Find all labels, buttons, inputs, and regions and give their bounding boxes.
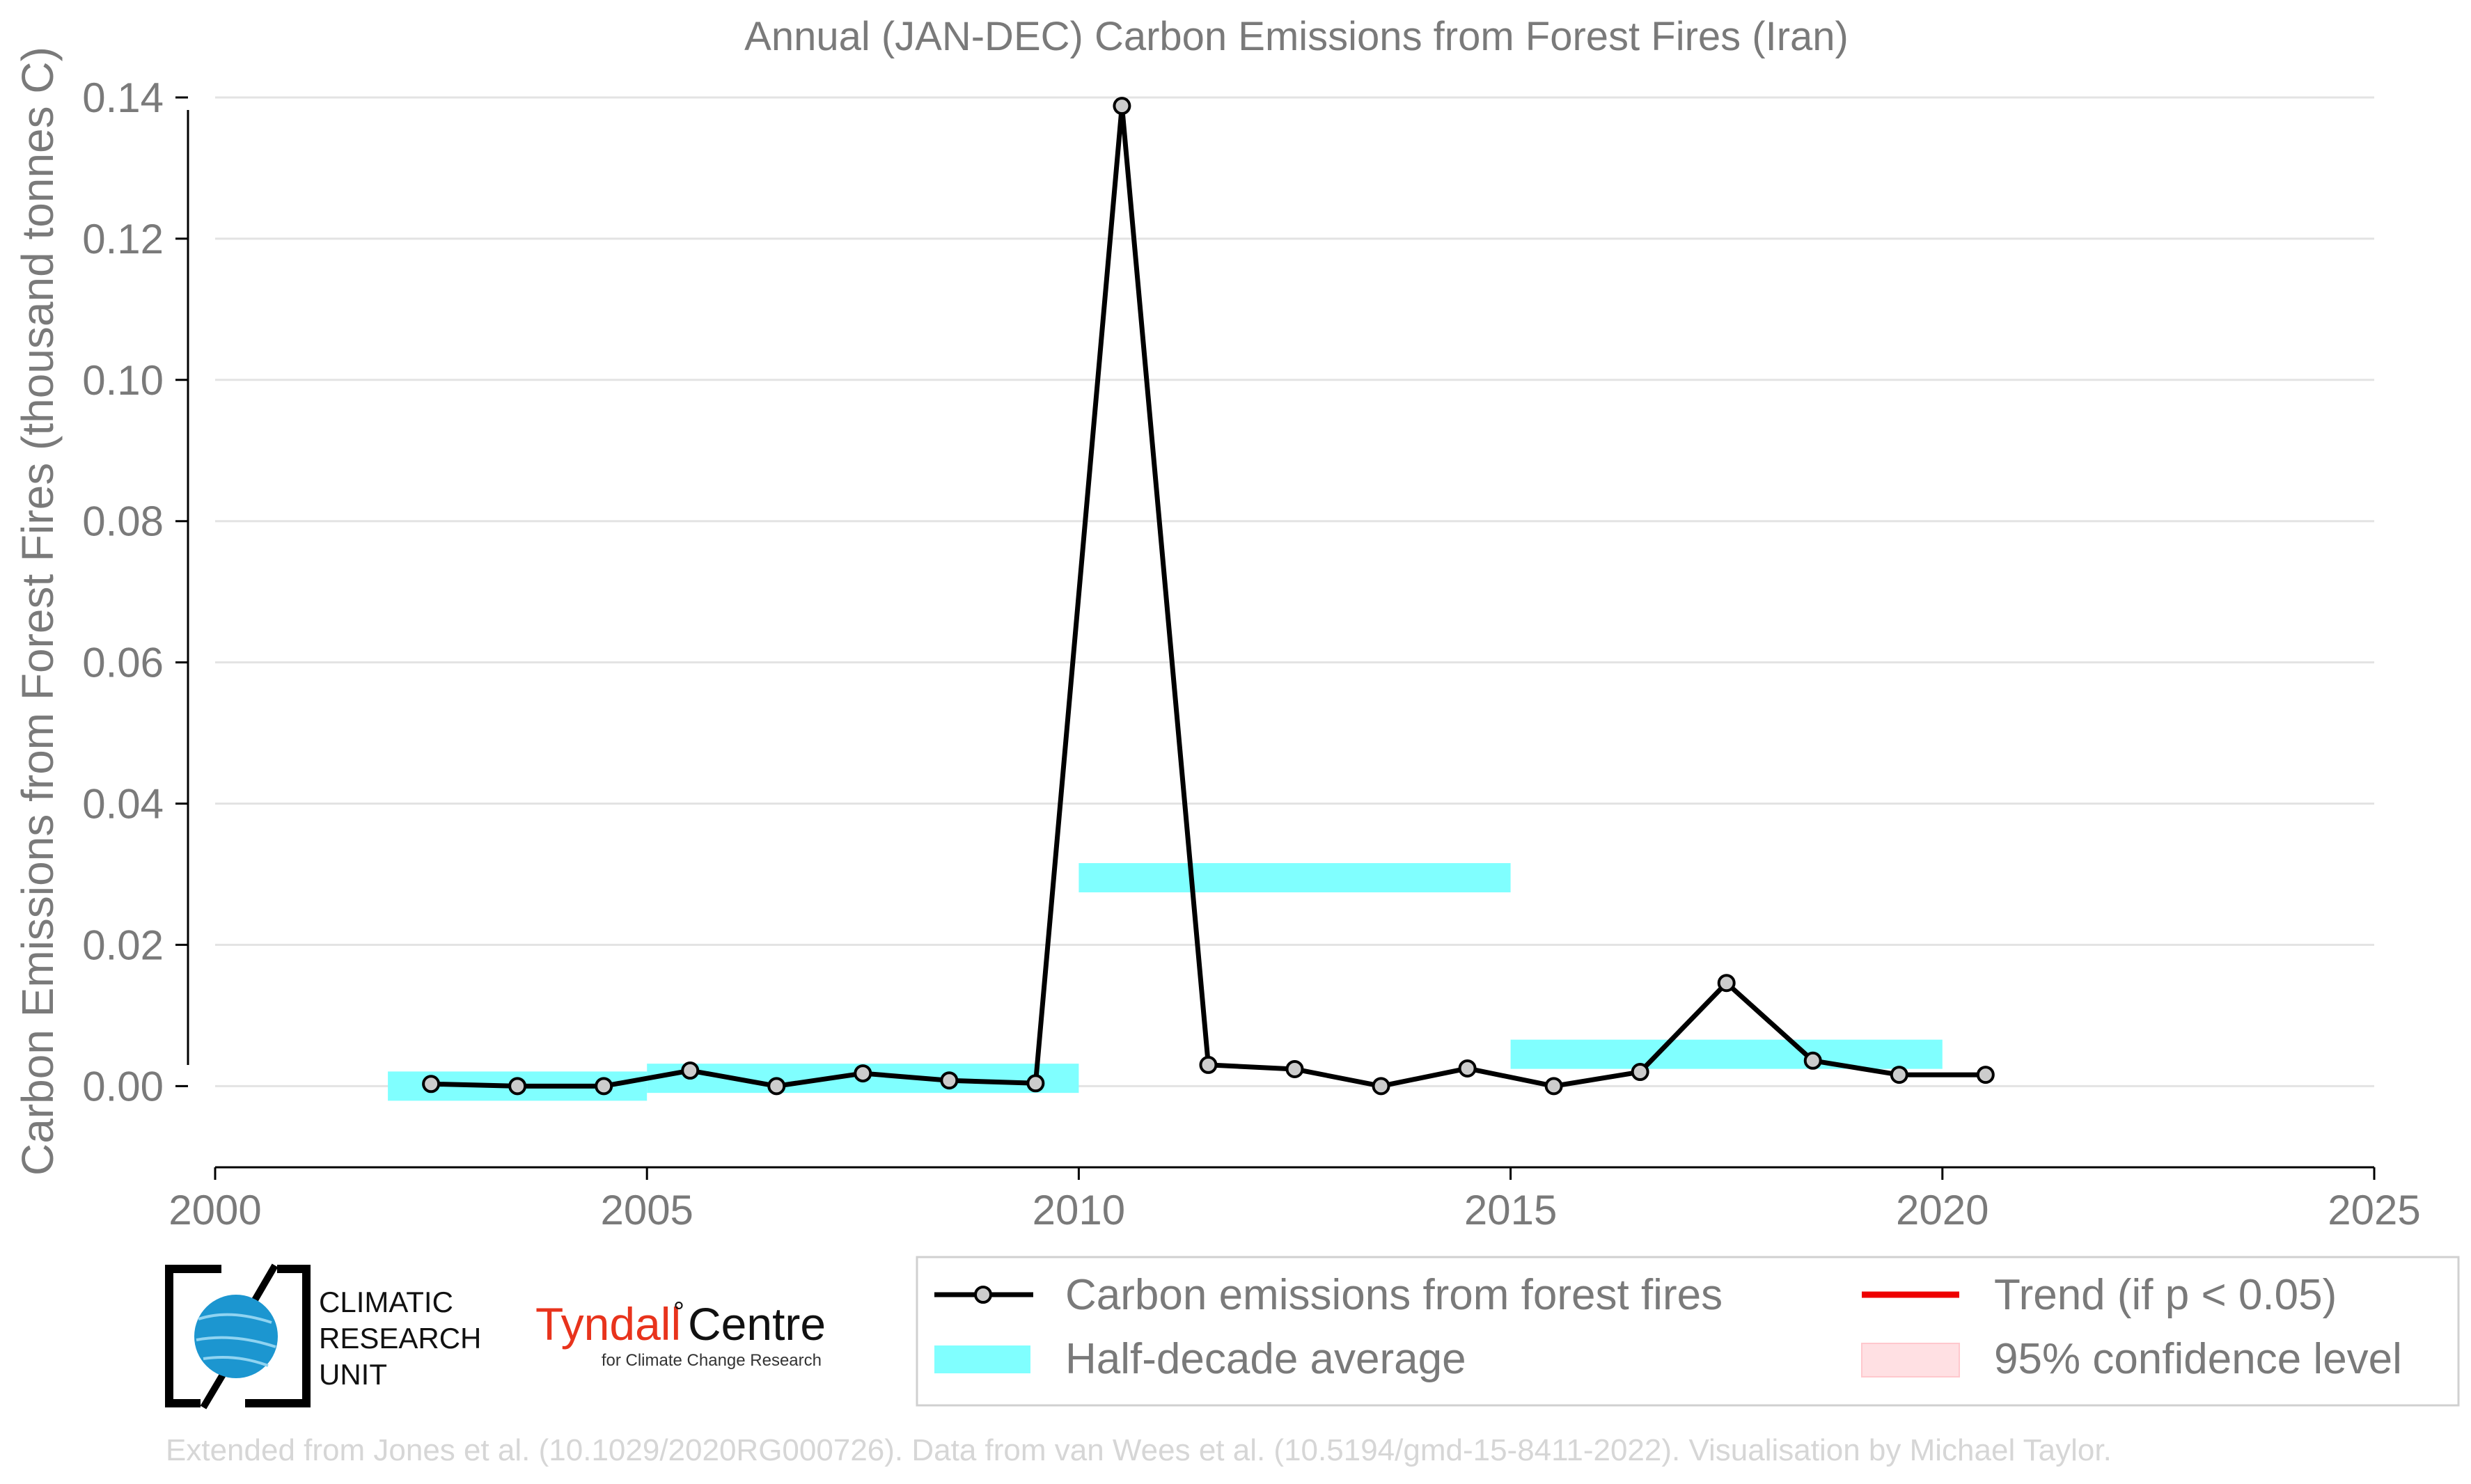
tyndall-centre-text: Centre: [688, 1298, 826, 1350]
y-tick-labels: 0.00 0.02 0.04 0.06 0.08 0.10 0.12 0.14: [82, 74, 164, 1110]
y-tick-label-6: 0.12: [82, 216, 164, 262]
x-tick-label-2: 2010: [1033, 1187, 1125, 1233]
emissions-point-17: [1890, 1066, 1908, 1084]
gridlines: [215, 96, 2374, 1087]
y-tick-label-1: 0.02: [82, 922, 164, 968]
emissions-series: [422, 97, 1995, 1096]
emissions-point-3: [681, 1061, 700, 1080]
x-tick-labels: 2000 2005 2010 2015 2020 2025: [168, 1187, 2420, 1233]
legend: Carbon emissions from forest fires Half-…: [916, 1256, 2460, 1407]
legend-label-trend: Trend (if p < 0.05): [1994, 1271, 2337, 1319]
legend-box: [916, 1256, 2460, 1407]
emissions-point-7: [1026, 1074, 1045, 1093]
tyndall-degree-symbol: °: [673, 1297, 684, 1327]
emissions-point-4: [767, 1077, 786, 1096]
half-decade-series: [388, 863, 1943, 1101]
cru-logo-frame: [165, 1265, 311, 1407]
emissions-point-14: [1631, 1063, 1649, 1082]
emissions-point-10: [1285, 1059, 1304, 1078]
credit-text: Extended from Jones et al. (10.1029/2020…: [166, 1433, 2112, 1467]
cru-logo-text-2: RESEARCH: [319, 1322, 481, 1355]
legend-swatch-confidence: [1861, 1343, 1960, 1378]
axes: [175, 96, 2376, 1180]
legend-label-emissions: Carbon emissions from forest fires: [1065, 1271, 1723, 1319]
emissions-point-16: [1803, 1051, 1822, 1070]
x-tick-label-1: 2005: [600, 1187, 693, 1233]
legend-swatch-half-decade: [934, 1345, 1030, 1373]
emissions-point-11: [1372, 1077, 1390, 1096]
y-tick-label-2: 0.04: [82, 781, 164, 828]
y-tick-label-5: 0.10: [82, 357, 164, 404]
emissions-point-15: [1717, 974, 1736, 993]
x-tick-label-0: 2000: [168, 1187, 261, 1233]
emissions-point-8: [1113, 97, 1131, 116]
y-tick-label-4: 0.08: [82, 498, 164, 545]
x-tick-label-4: 2020: [1896, 1187, 1988, 1233]
emissions-point-0: [422, 1075, 441, 1094]
x-tick-label-5: 2025: [2328, 1187, 2420, 1233]
y-tick-label-7: 0.14: [82, 74, 164, 121]
legend-label-half-decade: Half-decade average: [1065, 1335, 1466, 1383]
cru-logo-text-3: UNIT: [319, 1358, 387, 1391]
emissions-point-18: [1976, 1066, 1995, 1084]
tyndall-logo-text: Tyndall: [535, 1298, 681, 1350]
emissions-point-1: [508, 1077, 527, 1096]
cru-logo-text-1: CLIMATIC: [319, 1286, 453, 1318]
y-tick-label-3: 0.06: [82, 640, 164, 686]
x-tick-label-3: 2015: [1464, 1187, 1557, 1233]
emissions-line: [431, 103, 1986, 1089]
y-axis-label: Carbon Emissions from Forest Fires (thou…: [13, 47, 63, 1176]
emissions-point-9: [1199, 1055, 1218, 1074]
legend-marker-emissions: [974, 1286, 992, 1304]
tyndall-logo: Tyndall ° Centre for Climate Change Rese…: [535, 1297, 826, 1370]
emissions-point-12: [1458, 1059, 1477, 1078]
cru-logo: CLIMATIC RESEARCH UNIT: [165, 1263, 481, 1410]
legend-label-confidence: 95% confidence level: [1994, 1335, 2402, 1383]
tyndall-subtitle: for Climate Change Research: [602, 1351, 822, 1370]
emissions-point-6: [940, 1071, 959, 1090]
emissions-point-2: [595, 1077, 613, 1096]
emissions-point-13: [1544, 1077, 1563, 1096]
emissions-point-5: [854, 1064, 872, 1083]
chart-title: Annual (JAN-DEC) Carbon Emissions from F…: [744, 14, 1849, 59]
y-tick-label-0: 0.00: [82, 1063, 164, 1110]
